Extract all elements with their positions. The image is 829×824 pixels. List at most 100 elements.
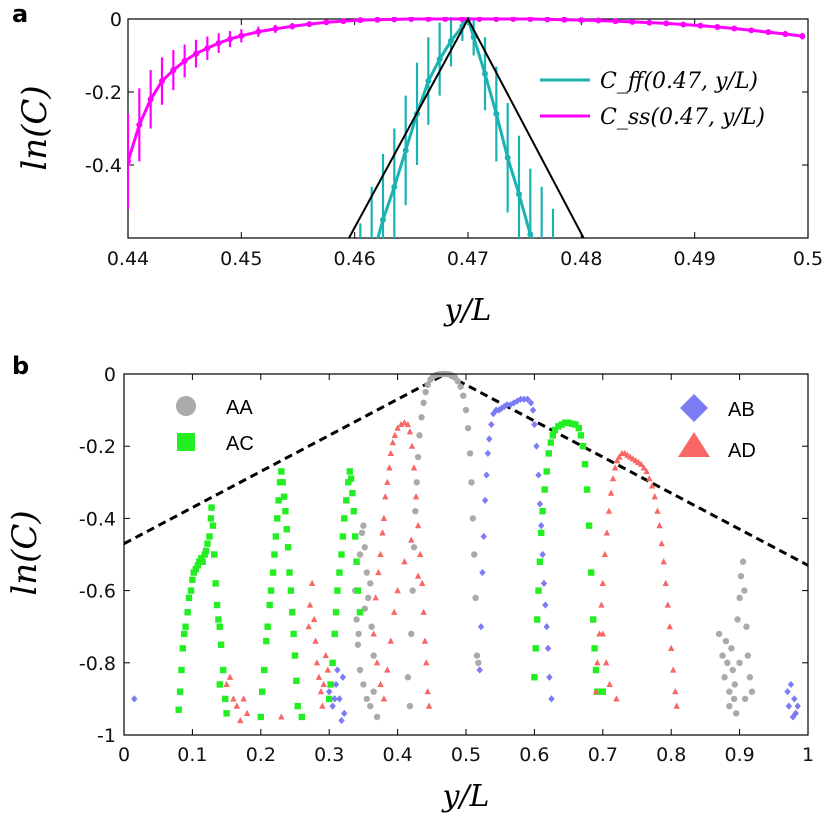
a-point (765, 29, 772, 36)
b-point-ab (792, 709, 799, 717)
b-point-ab (336, 695, 343, 703)
b-point-ad (603, 529, 611, 536)
b-point-ac (343, 497, 350, 504)
b-point-ac (192, 565, 200, 573)
b-point-ad (397, 420, 405, 428)
b-point-ad (607, 489, 615, 496)
b-point-ad (662, 579, 669, 586)
a-xtick-label: 0.45 (220, 248, 262, 270)
b-point-ac (577, 432, 585, 439)
b-point-ac (298, 713, 306, 721)
b-point-aa (370, 652, 377, 659)
b-point-ab (479, 568, 486, 577)
b-point-ad (390, 608, 398, 615)
panel-b-legend: AA AC AB AD (176, 394, 756, 462)
b-point-ad (394, 587, 401, 594)
b-point-ac (565, 419, 572, 426)
b-point-ad (668, 644, 675, 651)
b-point-ad (310, 615, 318, 623)
b-point-ad (387, 637, 394, 644)
a-xtick-label: 0.5 (793, 248, 823, 270)
b-point-aa (360, 522, 367, 529)
b-point-aa (367, 580, 374, 587)
b-point-ab (542, 601, 549, 609)
b-point-ad (410, 464, 418, 471)
b-point-aa (726, 702, 733, 710)
b-point-ac (199, 558, 206, 565)
panel-a-ticks: 0.44 0.45 0.46 0.47 0.48 0.49 0.5 0 -0.2 -0.4 (85, 9, 823, 270)
b-xtick-label: 0.9 (724, 744, 754, 766)
b-point-aa (413, 479, 420, 486)
a-point (402, 147, 409, 154)
b-point-aa (462, 406, 470, 414)
b-point-aa (741, 695, 749, 703)
a-point (595, 17, 602, 24)
b-point-ad (611, 464, 619, 471)
b-point-ac (258, 688, 266, 695)
b-point-ad (646, 475, 653, 482)
b-point-ac (561, 419, 569, 426)
b-envelope-line (123, 372, 809, 567)
b-point-ad (382, 493, 389, 500)
b-point-aa (471, 551, 478, 558)
b-point-ad (375, 568, 382, 576)
b-point-ad (603, 659, 610, 666)
b-point-ac (331, 630, 338, 638)
b-point-ac (583, 486, 591, 493)
b-xtick-label: 0.3 (314, 744, 344, 766)
b-point-ab (477, 623, 485, 631)
b-point-ad (226, 673, 234, 680)
a-point (578, 17, 585, 24)
b-point-ac (329, 659, 336, 666)
a-point (680, 21, 687, 28)
b-point-ad (406, 428, 414, 435)
b-point-ac (599, 688, 606, 695)
b-point-ac (213, 601, 221, 609)
b-point-ac (284, 544, 292, 551)
b-point-ad (616, 453, 623, 460)
b-point-aa (424, 381, 431, 389)
b-point-ad (592, 688, 600, 695)
b-point-ac (223, 710, 230, 717)
b-point-ac (592, 666, 600, 674)
b-point-ac (217, 641, 225, 648)
b-point-ac (349, 489, 356, 497)
b-point-ad (609, 475, 617, 482)
b-point-ab (341, 709, 348, 717)
legend-css-label: C_ss(0.47, y/L) (600, 105, 765, 130)
a-point (799, 33, 806, 40)
b-point-ad (408, 536, 415, 543)
b-point-ac (272, 533, 280, 540)
b-point-ac (204, 540, 211, 547)
b-point-ac (289, 609, 296, 616)
b-point-ad (664, 601, 671, 608)
b-point-aa (469, 515, 477, 522)
b-point-ac (541, 486, 548, 493)
a-point (436, 56, 443, 63)
b-point-aa (731, 681, 739, 688)
b-point-ac (341, 515, 348, 522)
b-point-ab (331, 695, 338, 703)
b-point-ad (421, 637, 429, 644)
a-point (612, 18, 619, 25)
b-point-ad (312, 637, 319, 644)
b-point-ac (216, 681, 223, 688)
legend-ad-marker (678, 432, 710, 457)
a-xtick-label: 0.49 (674, 248, 716, 270)
a-point (181, 57, 188, 64)
b-point-aa (418, 414, 425, 421)
b-point-aa (721, 674, 728, 681)
b-point-ad (372, 594, 379, 601)
b-point-ac (208, 504, 215, 511)
b-point-aa (472, 594, 479, 602)
b-point-ac (179, 645, 187, 652)
b-point-aa (414, 453, 422, 461)
b-point-ad (605, 507, 613, 514)
b-point-ac (271, 551, 278, 558)
a-point (306, 21, 313, 28)
b-point-ab (540, 579, 548, 587)
b-point-ab (794, 702, 801, 710)
b-point-ac (266, 601, 273, 609)
b-ytick-label: -0.2 (79, 436, 116, 458)
b-point-ad (305, 623, 312, 630)
